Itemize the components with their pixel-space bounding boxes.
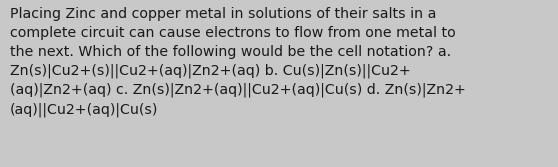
Text: Placing Zinc and copper metal in solutions of their salts in a
complete circuit : Placing Zinc and copper metal in solutio… [10, 7, 466, 117]
